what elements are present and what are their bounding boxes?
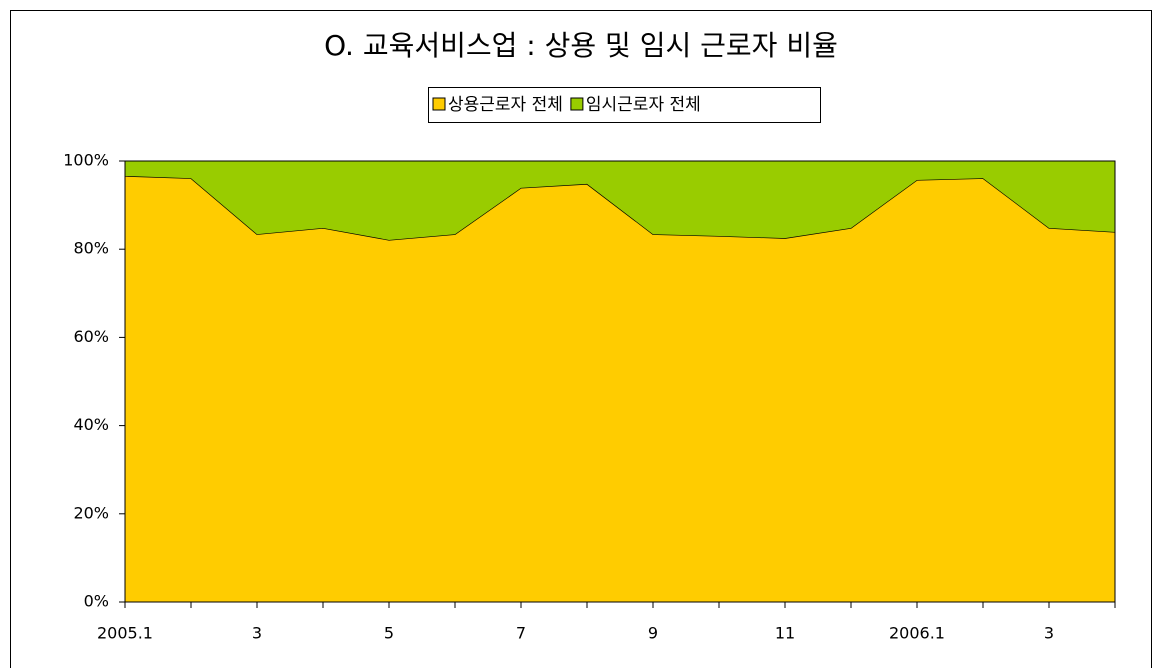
area	[125, 175, 1115, 602]
x-tick-label: 11	[775, 624, 795, 643]
legend: 상용근로자 전체 임시근로자 전체	[432, 95, 701, 115]
x-tick-label: 3	[1044, 624, 1054, 643]
legend-swatch	[432, 97, 446, 111]
legend-box	[428, 87, 821, 123]
area	[125, 161, 1115, 240]
y-tick-label: 100%	[63, 151, 109, 170]
x-tick-label: 7	[516, 624, 526, 643]
legend-label: 임시근로자 전체	[586, 95, 701, 115]
legend-swatch	[570, 97, 584, 111]
x-tick-label: 2005.1	[97, 624, 153, 643]
plot-border	[124, 160, 1116, 603]
legend-label: 상용근로자 전체	[448, 95, 563, 115]
x-tick-label: 3	[252, 624, 262, 643]
y-tick-label: 40%	[73, 415, 109, 434]
x-tick-label: 9	[648, 624, 658, 643]
chart-title: O. 교육서비스업 : 상용 및 임시 근로자 비율	[324, 29, 838, 62]
y-tick-label: 80%	[73, 239, 109, 258]
y-tick-label: 0%	[84, 592, 109, 611]
y-tick-label: 20%	[73, 503, 109, 522]
x-tick-label: 5	[384, 624, 394, 643]
y-tick-label: 60%	[73, 327, 109, 346]
x-tick-label: 2006.1	[889, 624, 945, 643]
